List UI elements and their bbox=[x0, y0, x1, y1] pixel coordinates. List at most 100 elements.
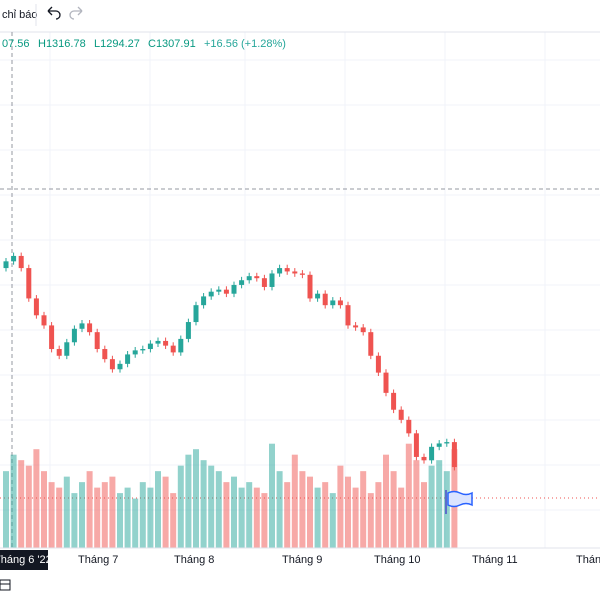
volume-bar bbox=[10, 454, 17, 548]
candle-body bbox=[87, 323, 93, 333]
candle-layer bbox=[3, 252, 457, 471]
candle-body bbox=[322, 293, 328, 306]
volume-bar bbox=[33, 449, 40, 548]
candle-body bbox=[71, 328, 77, 343]
candle-body bbox=[345, 305, 351, 326]
volume-bar bbox=[337, 465, 344, 548]
volume-bar bbox=[139, 482, 146, 548]
volume-bar bbox=[428, 465, 435, 548]
candle-body bbox=[125, 354, 131, 364]
candle-body bbox=[18, 255, 24, 269]
candle-body bbox=[292, 271, 298, 274]
legend-value: +16.56 (+1.28%) bbox=[204, 38, 286, 50]
indicators-button[interactable]: chỉ báo bbox=[2, 9, 37, 21]
volume-bar bbox=[56, 487, 63, 548]
volume-bar bbox=[413, 460, 420, 548]
candle-body bbox=[277, 268, 283, 274]
candle-body bbox=[436, 443, 442, 447]
volume-bar bbox=[398, 487, 405, 548]
candle-body bbox=[79, 323, 85, 329]
candle-body bbox=[307, 274, 313, 299]
flag-icon bbox=[445, 490, 473, 514]
grid bbox=[0, 32, 600, 548]
volume-bar bbox=[314, 487, 321, 548]
candle-body bbox=[421, 456, 427, 461]
volume-bar bbox=[101, 482, 108, 548]
date-range-button[interactable] bbox=[0, 579, 11, 591]
candle-body bbox=[375, 355, 381, 373]
volume-bar bbox=[329, 493, 336, 548]
volume-bar bbox=[299, 471, 306, 548]
candle-body bbox=[155, 340, 161, 344]
candle-body bbox=[11, 255, 17, 262]
candle-body bbox=[398, 409, 404, 420]
candle-body bbox=[239, 280, 245, 285]
legend-value: C1307.91 bbox=[148, 38, 196, 50]
time-axis: Tháng 6 '22 Tháng 7 Tháng 8 Tháng 9 Tháng 10… bbox=[0, 550, 600, 570]
candle-body bbox=[368, 332, 374, 356]
volume-bar bbox=[215, 471, 222, 548]
candle-body bbox=[413, 433, 419, 457]
candle-body bbox=[208, 291, 214, 297]
candle-body bbox=[444, 442, 450, 444]
redo-button[interactable] bbox=[69, 6, 83, 20]
volume-bar bbox=[360, 471, 367, 548]
volume-bar bbox=[261, 493, 268, 548]
candle-body bbox=[284, 268, 290, 272]
volume-bar bbox=[421, 482, 427, 548]
volume-bar bbox=[117, 493, 123, 548]
volume-bar bbox=[246, 482, 253, 548]
volume-bar bbox=[238, 487, 245, 548]
volume-bar bbox=[3, 471, 9, 548]
volume-bar bbox=[367, 493, 374, 548]
volume-bar bbox=[375, 482, 382, 548]
undo-button[interactable] bbox=[47, 6, 61, 20]
candle-body bbox=[406, 419, 412, 434]
candle-body bbox=[49, 325, 55, 350]
time-label: Tháng 6 '22 bbox=[0, 554, 52, 566]
volume-bar bbox=[185, 454, 192, 548]
candle-body bbox=[193, 305, 199, 323]
volume-bar bbox=[63, 476, 70, 548]
volume-bar bbox=[177, 465, 184, 548]
volume-bar bbox=[223, 482, 230, 548]
candle-body bbox=[223, 289, 229, 294]
time-label: Tháng 9 bbox=[282, 554, 322, 566]
volume-bar bbox=[383, 454, 389, 548]
candle-body bbox=[269, 273, 275, 287]
volume-bar bbox=[291, 454, 298, 548]
candle-body bbox=[26, 268, 32, 299]
candle-body bbox=[201, 296, 207, 306]
time-label: Tháng 7 bbox=[78, 554, 118, 566]
volume-bar bbox=[284, 482, 291, 548]
volume-bar bbox=[390, 471, 397, 548]
candle-body bbox=[337, 300, 343, 306]
candle-body bbox=[132, 350, 138, 355]
time-label: Tháng 11 bbox=[472, 554, 518, 566]
candle-body bbox=[451, 442, 457, 468]
volume-bar bbox=[200, 460, 207, 548]
candle-body bbox=[429, 446, 435, 461]
candle-body bbox=[109, 359, 115, 370]
time-label: Tháng 10 bbox=[374, 554, 420, 566]
candle-body bbox=[163, 340, 169, 346]
volume-bar bbox=[269, 443, 275, 548]
volume-bar bbox=[162, 476, 169, 548]
volume-bar bbox=[124, 487, 131, 548]
volume-bar bbox=[48, 482, 55, 548]
candle-body bbox=[33, 298, 39, 316]
volume-bar bbox=[18, 460, 25, 548]
candle-body bbox=[41, 315, 47, 326]
volume-bar bbox=[322, 482, 329, 548]
volume-bar bbox=[25, 465, 32, 548]
volume-layer bbox=[3, 443, 458, 548]
candle-body bbox=[246, 276, 252, 281]
volume-bar bbox=[94, 487, 101, 548]
candle-body bbox=[64, 342, 70, 356]
volume-bar bbox=[352, 487, 359, 548]
volume-bar bbox=[41, 471, 47, 548]
crosshair-time-label-bg bbox=[0, 550, 48, 570]
volume-bar bbox=[307, 476, 313, 548]
volume-bar bbox=[170, 493, 177, 548]
